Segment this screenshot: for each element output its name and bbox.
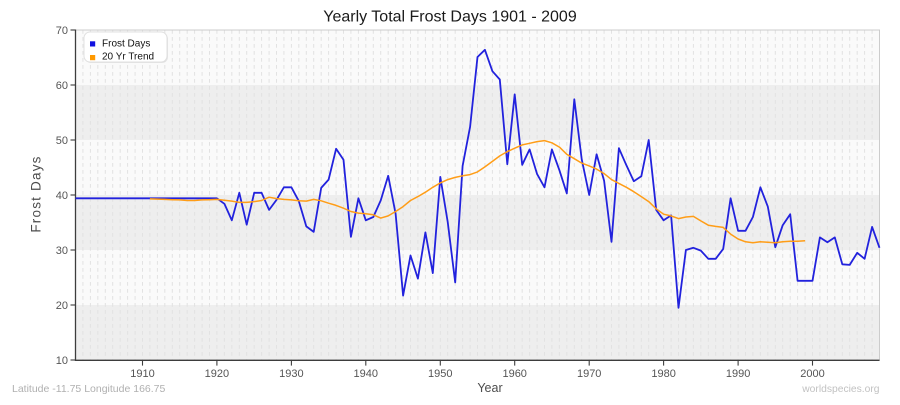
svg-text:worldspecies.org: worldspecies.org [801, 384, 880, 395]
svg-text:1970: 1970 [577, 368, 601, 380]
svg-text:50: 50 [56, 135, 68, 147]
svg-text:1990: 1990 [726, 368, 750, 380]
svg-text:70: 70 [56, 25, 68, 37]
svg-text:Frost Days: Frost Days [102, 39, 150, 50]
svg-text:1940: 1940 [354, 368, 378, 380]
svg-text:20 Yr Trend: 20 Yr Trend [102, 52, 154, 63]
svg-text:Latitude -11.75 Longitude 166.: Latitude -11.75 Longitude 166.75 [12, 383, 166, 395]
svg-text:1930: 1930 [279, 368, 303, 380]
svg-text:1910: 1910 [130, 368, 154, 380]
svg-text:Frost Days: Frost Days [29, 155, 44, 232]
svg-text:40: 40 [56, 190, 68, 202]
svg-text:30: 30 [56, 245, 68, 257]
svg-text:1950: 1950 [428, 368, 452, 380]
svg-text:Year: Year [477, 381, 502, 395]
svg-text:Yearly Total Frost Days 1901 -: Yearly Total Frost Days 1901 - 2009 [323, 9, 577, 26]
svg-text:10: 10 [56, 355, 68, 367]
svg-text:1920: 1920 [205, 368, 229, 380]
svg-text:20: 20 [56, 300, 68, 312]
svg-text:60: 60 [56, 80, 68, 92]
svg-text:1980: 1980 [651, 368, 675, 380]
svg-text:1960: 1960 [502, 368, 526, 380]
svg-text:2000: 2000 [800, 368, 824, 380]
